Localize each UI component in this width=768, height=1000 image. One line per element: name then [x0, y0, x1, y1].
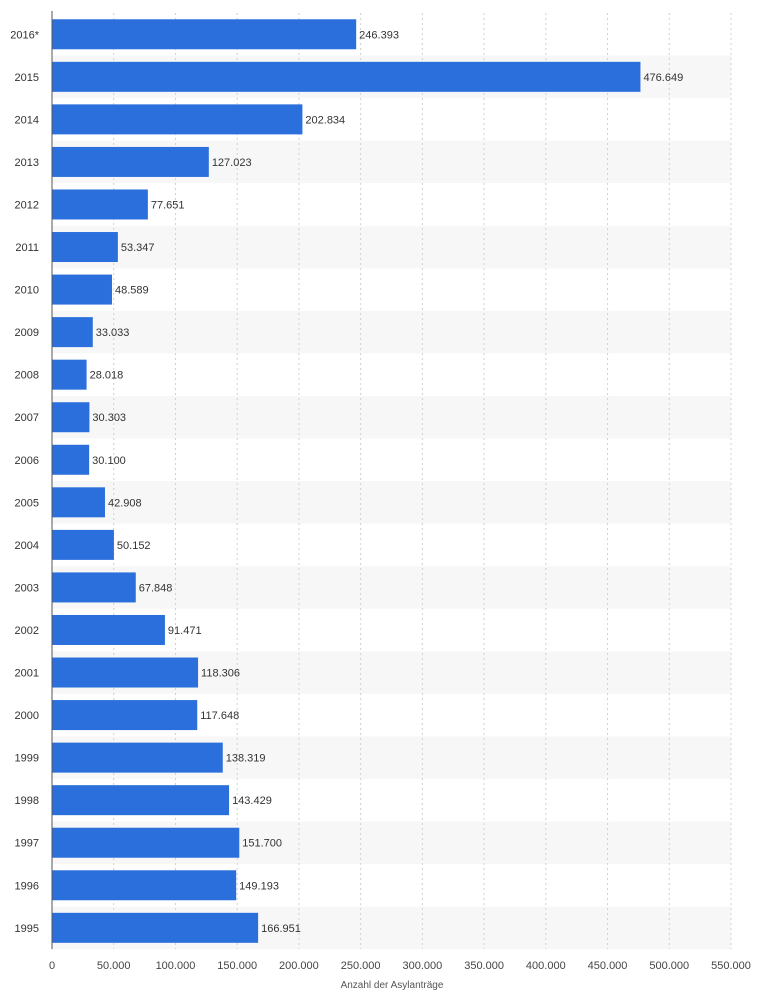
x-tick-label: 100.000	[156, 960, 196, 972]
bar-value-label: 67.848	[139, 582, 173, 594]
bar-value-label: 143.429	[232, 795, 272, 807]
category-label: 2003	[15, 582, 39, 594]
bar[interactable]	[52, 146, 209, 177]
bar-value-label: 138.319	[226, 753, 266, 765]
row-stripe	[52, 481, 731, 524]
category-label: 1996	[15, 880, 39, 892]
bar-value-label: 151.700	[242, 838, 282, 850]
category-label: 2007	[15, 412, 39, 424]
category-label: 1998	[15, 795, 39, 807]
x-tick-label: 400.000	[526, 960, 566, 972]
category-label: 2002	[15, 625, 39, 637]
x-tick-label: 450.000	[588, 960, 628, 972]
bar-value-label: 149.193	[239, 880, 279, 892]
bar[interactable]	[52, 742, 223, 773]
bar-value-label: 117.648	[200, 710, 239, 722]
bar-value-label: 246.393	[359, 29, 399, 41]
row-stripe	[52, 225, 731, 269]
bar-value-label: 30.303	[92, 412, 126, 424]
bar[interactable]	[52, 317, 93, 348]
x-tick-label: 200.000	[279, 960, 319, 972]
bar[interactable]	[52, 614, 165, 645]
x-tick-label: 150.000	[217, 960, 257, 972]
bars	[52, 19, 641, 943]
bar[interactable]	[52, 274, 112, 305]
bar-value-label: 127.023	[212, 157, 252, 169]
x-axis-tick-labels: 0 50.000 100.000 150.000 200.000 250.000 300.0…	[49, 960, 751, 972]
category-label: 1999	[15, 753, 39, 765]
category-label: 2000	[15, 710, 39, 722]
bar[interactable]	[52, 827, 240, 858]
bar-value-label: 53.347	[121, 242, 155, 254]
category-label: 2016*	[10, 29, 39, 41]
category-label: 2012	[15, 199, 39, 211]
bar[interactable]	[52, 19, 357, 50]
bar[interactable]	[52, 444, 90, 475]
category-label: 1997	[15, 838, 39, 850]
bar[interactable]	[52, 785, 230, 816]
category-label: 2006	[15, 455, 39, 467]
row-stripe	[52, 566, 731, 609]
category-labels: 2016* 2015 2014 2013 2012 2011 2010 2009 2008 200…	[10, 29, 39, 935]
bar-value-label: 33.033	[96, 327, 130, 339]
bar[interactable]	[52, 912, 259, 943]
bar-value-label: 476.649	[643, 72, 683, 84]
category-label: 2004	[15, 540, 39, 552]
bar[interactable]	[52, 104, 303, 135]
bar-value-label: 42.908	[108, 497, 142, 509]
category-label: 2011	[15, 242, 39, 254]
bar-value-label: 50.152	[117, 540, 151, 552]
bar[interactable]	[52, 359, 87, 390]
bar-value-label: 48.589	[115, 285, 149, 297]
bar-value-labels: 246.393 476.649 202.834 127.023 77.651 53.347…	[90, 29, 684, 935]
category-label: 2013	[15, 157, 39, 169]
bar-value-label: 202.834	[305, 114, 345, 126]
bar-value-label: 28.018	[90, 370, 124, 382]
x-tick-label: 500.000	[649, 960, 689, 972]
x-axis-title: Anzahl der Asylanträge	[341, 980, 444, 991]
bar[interactable]	[52, 657, 199, 688]
bar-value-label: 166.951	[261, 923, 301, 935]
category-label: 1995	[15, 923, 39, 935]
bar[interactable]	[52, 402, 90, 433]
row-stripe	[52, 395, 731, 439]
x-tick-label: 250.000	[341, 960, 381, 972]
category-label: 2005	[15, 497, 39, 509]
bar-value-label: 30.100	[92, 455, 126, 467]
bar-value-label: 77.651	[151, 199, 185, 211]
bar[interactable]	[52, 572, 136, 603]
bar[interactable]	[52, 700, 198, 731]
x-tick-label: 50.000	[97, 960, 131, 972]
category-label: 2010	[15, 285, 39, 297]
bar[interactable]	[52, 529, 114, 560]
x-tick-label: 300.000	[402, 960, 442, 972]
bar[interactable]	[52, 870, 237, 901]
bar[interactable]	[52, 189, 148, 220]
x-tick-label: 0	[49, 960, 55, 972]
bar-value-label: 118.306	[201, 668, 240, 680]
category-label: 2009	[15, 327, 39, 339]
category-label: 2014	[15, 114, 39, 126]
row-stripe	[52, 310, 731, 354]
category-label: 2015	[15, 72, 39, 84]
bar[interactable]	[52, 61, 641, 92]
bar-value-label: 91.471	[168, 625, 202, 637]
category-label: 2001	[15, 668, 39, 680]
category-label: 2008	[15, 370, 39, 382]
x-tick-label: 550.000	[711, 960, 751, 972]
bar[interactable]	[52, 487, 105, 518]
bar[interactable]	[52, 232, 118, 263]
x-tick-label: 350.000	[464, 960, 504, 972]
